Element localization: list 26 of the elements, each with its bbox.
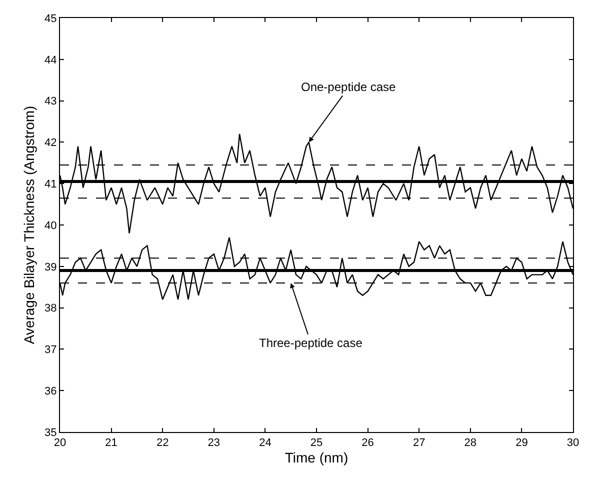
y-tick-label: 38 [44, 302, 57, 315]
x-tick-label: 26 [362, 437, 374, 450]
annotation: One-peptide case [301, 80, 396, 94]
y-tick-label: 39 [44, 261, 57, 274]
y-tick-label: 40 [44, 220, 57, 232]
y-tick-label: 36 [44, 385, 57, 398]
x-tick-label: 28 [464, 437, 477, 450]
x-tick-label: 30 [566, 437, 580, 450]
x-axis-title: Time (nm) [284, 450, 348, 466]
y-tick-label: 44 [44, 54, 57, 66]
x-tick-label: 22 [156, 437, 169, 450]
y-tick-label: 42 [44, 137, 57, 150]
y-tick-label: 41 [44, 178, 57, 190]
x-tick-label: 20 [54, 437, 66, 450]
x-tick-label: 25 [310, 437, 323, 450]
y-axis-title: Average Bilayer Thickness (Angstrom) [21, 106, 38, 344]
y-tick-label: 37 [44, 344, 57, 356]
x-tick-label: 24 [259, 437, 272, 450]
y-tick-label: 43 [44, 96, 57, 108]
y-tick-label: 35 [44, 426, 57, 439]
x-tick-label: 27 [412, 437, 426, 450]
x-tick-label: 29 [516, 437, 528, 450]
y-tick-label: 45 [44, 12, 57, 25]
x-tick-label: 23 [208, 437, 220, 450]
annotation: Three-peptide case [259, 336, 363, 350]
x-tick-label: 21 [105, 437, 118, 450]
